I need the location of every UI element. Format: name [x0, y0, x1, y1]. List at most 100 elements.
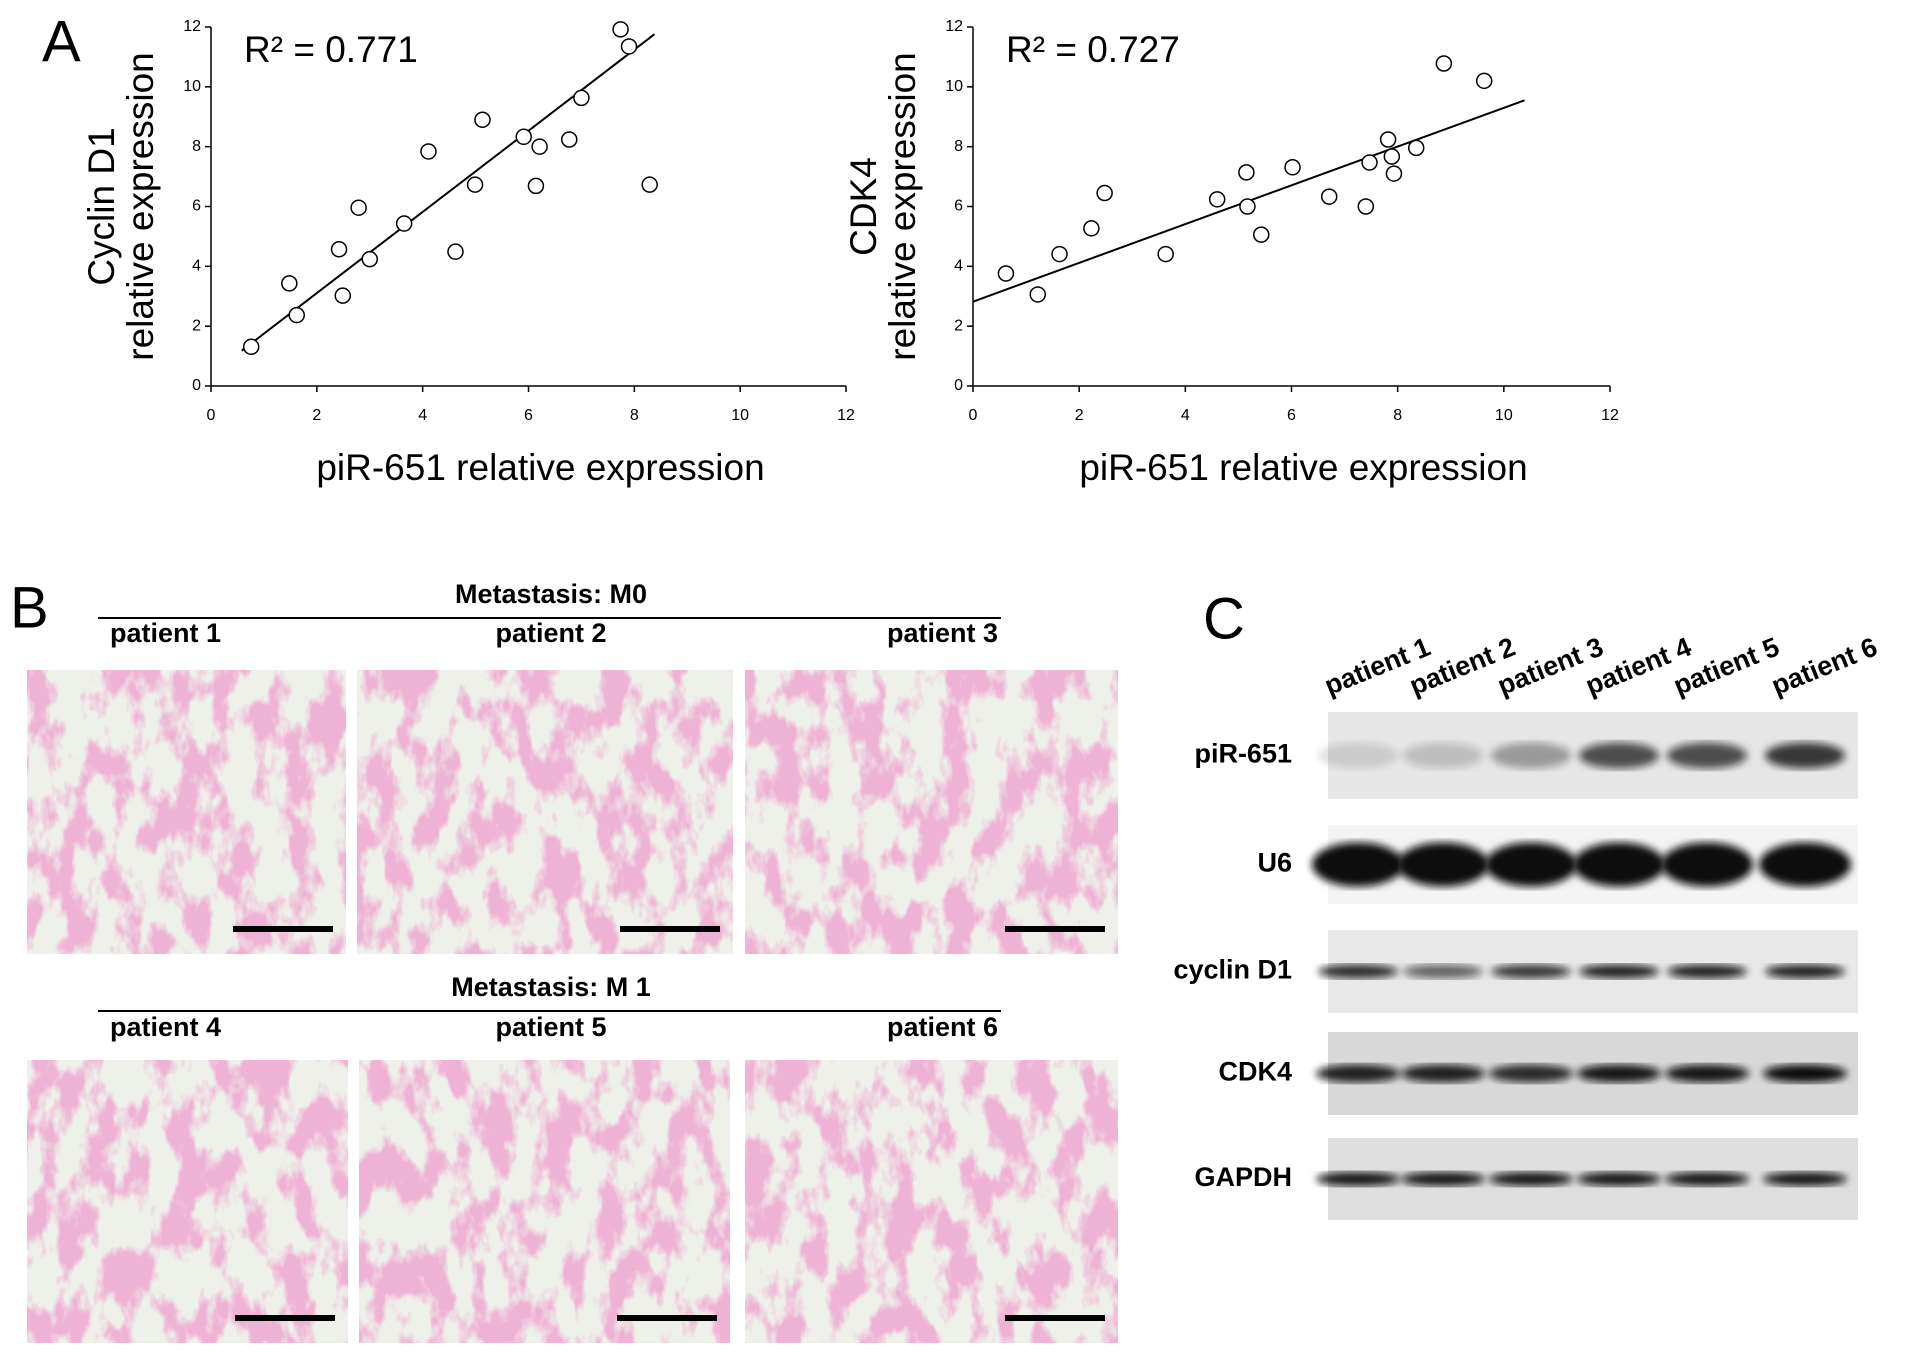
blot-band [1403, 742, 1483, 769]
y-tick-label: 4 [192, 258, 201, 275]
point [281, 275, 298, 292]
scale-bar [1005, 926, 1105, 932]
y-tick-label: 8 [954, 138, 963, 155]
blot-band [1491, 964, 1571, 979]
y-tick-label: 0 [954, 377, 963, 394]
blot-band [1577, 1064, 1661, 1083]
patient-label: patient 1 [110, 618, 221, 648]
point [1051, 245, 1068, 263]
blot-band [1491, 742, 1571, 769]
blot-band [1401, 1172, 1485, 1186]
scale-bar [233, 926, 333, 932]
blot-band [1312, 842, 1404, 887]
x-tick-label: 10 [1495, 407, 1513, 424]
blot-band [1667, 742, 1747, 769]
point [573, 89, 590, 107]
panel-label: B [10, 575, 49, 640]
y-tick-label: 0 [192, 377, 201, 394]
point [466, 176, 484, 193]
scale-bar [235, 1315, 335, 1321]
point [531, 138, 548, 155]
y-tick-label: 12 [183, 18, 201, 35]
patient-label: patient 2 [495, 618, 606, 648]
y-tick-label: 2 [954, 317, 963, 334]
point [560, 131, 578, 148]
x-axis-label: piR-651 relative expression [316, 447, 764, 488]
blot-band [1765, 964, 1845, 979]
panel-label: A [42, 9, 81, 74]
blot-band [1489, 1172, 1573, 1186]
blot-band [1403, 964, 1483, 979]
point [620, 38, 638, 55]
y-tick-label: 6 [954, 198, 963, 215]
point [395, 215, 413, 232]
x-tick-label: 4 [1181, 407, 1190, 424]
point [474, 111, 491, 128]
blot-band [1765, 742, 1845, 769]
point [1284, 159, 1301, 176]
point [1083, 220, 1100, 237]
blot-band [1665, 1172, 1749, 1186]
group-title: Metastasis: M0 [455, 579, 647, 609]
point [330, 241, 348, 258]
patient-label: patient 3 [887, 618, 998, 648]
point [1252, 226, 1270, 243]
x-axis-label: piR-651 relative expression [1079, 447, 1527, 488]
blot-band [1667, 964, 1747, 979]
y-tick-label: 10 [945, 78, 963, 95]
blot-band [1661, 842, 1753, 887]
blot-band [1316, 1172, 1400, 1186]
x-tick-label: 0 [207, 407, 216, 424]
point [1407, 139, 1425, 157]
y-axis-label: Cyclin D1 [81, 127, 122, 285]
blot-band [1579, 742, 1659, 769]
micrograph [745, 670, 1118, 954]
micrograph [745, 1060, 1118, 1343]
blot-band [1485, 842, 1577, 887]
blot-band [1763, 1064, 1847, 1083]
blot-band [1318, 964, 1398, 979]
point [1383, 148, 1401, 165]
point [350, 199, 367, 216]
point [641, 176, 658, 193]
y-tick-label: 8 [192, 138, 201, 155]
blot-row-label: cyclin D1 [1173, 955, 1292, 985]
blot-band [1316, 1064, 1400, 1083]
blot-band [1759, 842, 1851, 887]
blot-band [1579, 964, 1659, 979]
patient-label: patient 6 [887, 1012, 998, 1042]
blot-row-label: piR-651 [1194, 739, 1292, 769]
x-tick-label: 8 [1393, 407, 1402, 424]
point [447, 243, 464, 260]
micrograph [357, 670, 733, 954]
blot-band [1318, 742, 1398, 769]
x-tick-label: 6 [524, 407, 533, 424]
point [1361, 154, 1378, 171]
blot-band [1665, 1064, 1749, 1083]
x-tick-label: 6 [1287, 407, 1296, 424]
panel-label: C [1203, 586, 1245, 651]
patient-label: patient 5 [495, 1012, 606, 1042]
x-tick-label: 4 [418, 407, 427, 424]
point [1238, 164, 1255, 181]
point [288, 306, 305, 324]
point [334, 287, 352, 304]
blot-row-label: U6 [1257, 848, 1292, 878]
scale-bar [620, 926, 720, 932]
point [1385, 165, 1403, 182]
y-tick-label: 2 [192, 317, 201, 334]
point [1157, 245, 1174, 263]
x-tick-label: 2 [1075, 407, 1084, 424]
point [242, 338, 260, 356]
x-tick-label: 0 [969, 407, 978, 424]
point [1379, 131, 1397, 148]
point [1475, 72, 1493, 90]
micrograph [27, 1060, 348, 1343]
point [420, 143, 437, 160]
scale-bar [617, 1315, 717, 1321]
scale-bar [1005, 1315, 1105, 1321]
blot-row-label: CDK4 [1218, 1057, 1292, 1087]
y-tick-label: 12 [945, 18, 963, 35]
group-title: Metastasis: M 1 [451, 972, 651, 1002]
